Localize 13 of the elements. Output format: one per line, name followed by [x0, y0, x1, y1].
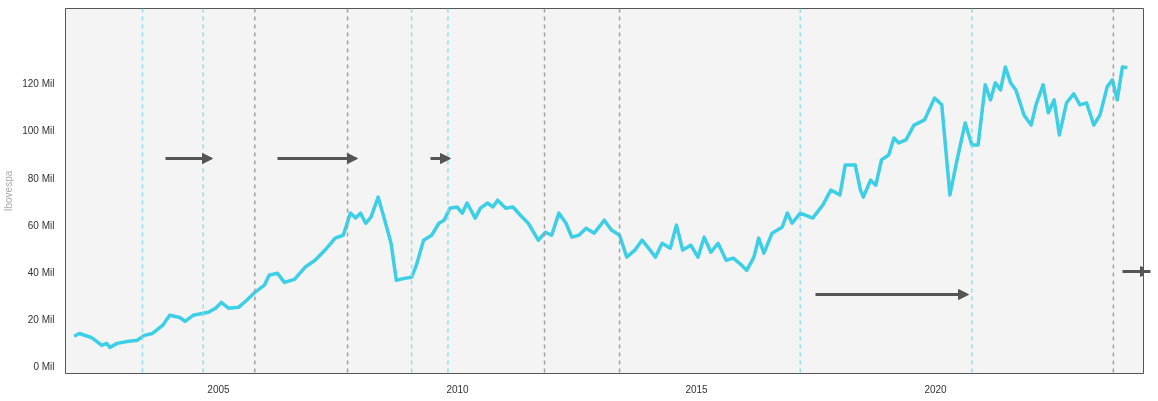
y-tick-label: 60 Mil: [27, 219, 55, 231]
x-tick-label: 2015: [685, 383, 709, 395]
y-tick-label: 20 Mil: [27, 313, 55, 325]
y-axis-title: Ibovespa: [3, 170, 15, 212]
y-tick-label: 80 Mil: [27, 172, 55, 184]
y-tick-label: 40 Mil: [27, 266, 55, 278]
x-tick-label: 2010: [446, 383, 470, 395]
line-series: [72, 65, 1129, 350]
x-tick-label: 2020: [924, 383, 948, 395]
y-tick-label: 120 Mil: [22, 78, 55, 90]
x-tick-label: 2005: [207, 383, 231, 395]
y-tick-label: 100 Mil: [22, 125, 55, 137]
y-tick-label: 0 Mil: [33, 360, 55, 372]
